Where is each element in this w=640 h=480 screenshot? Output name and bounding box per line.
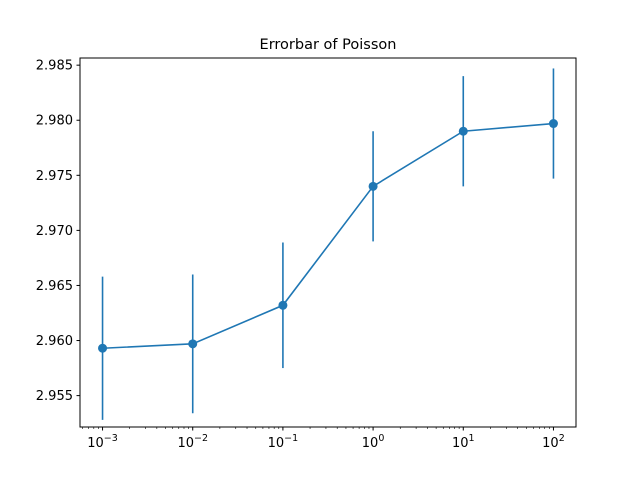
data-point: [368, 181, 378, 191]
y-tick-label: 2.985: [36, 59, 73, 74]
series-layer: [98, 68, 558, 420]
series-line: [102, 122, 554, 350]
y-axis: 2.955 2.960 2.965 2.970 2.975 2.980 2.985: [36, 59, 80, 404]
y-tick-label: 2.975: [36, 169, 73, 184]
y-tick-label: 2.980: [36, 114, 73, 129]
y-tick-label: 2.960: [36, 334, 73, 349]
y-tick-label: 2.955: [36, 389, 73, 404]
x-tick-label: 10−3: [87, 433, 118, 451]
data-point: [278, 300, 288, 310]
x-tick-label: 10−2: [177, 433, 208, 451]
chart-title: Errorbar of Poisson: [260, 37, 397, 53]
x-tick-label: 100: [362, 433, 385, 451]
y-tick-label: 2.965: [36, 279, 73, 294]
data-point: [548, 119, 558, 129]
plot-frame: [79, 57, 577, 428]
data-point: [98, 343, 108, 353]
x-tick-label: 101: [452, 433, 475, 451]
x-tick-label: 10−1: [268, 433, 299, 451]
y-tick-label: 2.970: [36, 224, 73, 239]
data-point: [458, 126, 468, 136]
x-axis: 10−3 10−2 10−1 100 101 102: [82, 427, 565, 451]
data-point: [188, 339, 198, 349]
x-tick-label: 102: [542, 433, 565, 451]
